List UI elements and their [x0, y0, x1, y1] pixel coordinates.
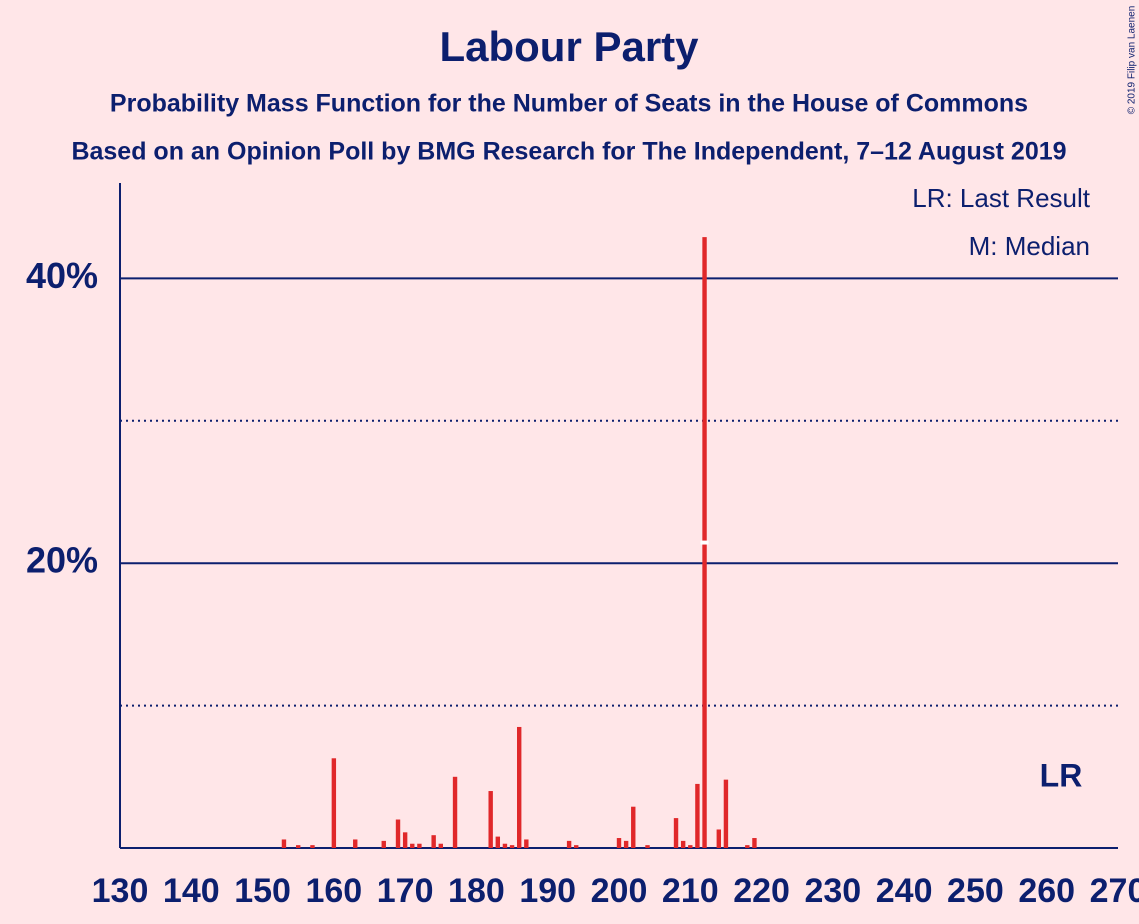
bar: [310, 845, 315, 848]
bar: [296, 845, 301, 848]
bar: [695, 783, 700, 848]
legend-entry: M: Median: [969, 231, 1090, 261]
bar: [502, 843, 508, 848]
bar: [645, 845, 650, 848]
bar: [509, 845, 515, 848]
x-tick-label: 200: [591, 872, 648, 910]
bar: [517, 726, 522, 848]
bar: [381, 840, 386, 848]
bar: [688, 845, 693, 848]
x-tick-label: 240: [876, 872, 933, 910]
bar: [623, 840, 629, 848]
last-result-label: LR: [1040, 757, 1083, 793]
bar: [524, 839, 529, 848]
bar: [431, 835, 436, 848]
bar: [353, 839, 358, 848]
y-tick-label: 40%: [26, 255, 98, 296]
chart-subtitle: Based on an Opinion Poll by BMG Research…: [71, 138, 1066, 166]
bar: [417, 843, 422, 848]
x-tick-label: 150: [234, 872, 291, 910]
x-tick-label: 260: [1018, 872, 1075, 910]
x-tick-label: 270: [1090, 872, 1139, 910]
chart-title: Labour Party: [439, 23, 699, 70]
bar: [680, 840, 686, 848]
bar: [673, 818, 679, 848]
copyright: © 2019 Filip van Laenen: [1127, 6, 1138, 115]
chart-subtitle: Probability Mass Function for the Number…: [110, 90, 1028, 118]
x-tick-label: 140: [163, 872, 220, 910]
bar: [331, 758, 337, 848]
bar: [566, 840, 572, 848]
x-tick-label: 190: [519, 872, 576, 910]
bar: [752, 838, 757, 848]
legend-entry: LR: Last Result: [912, 183, 1091, 213]
bar: [452, 776, 458, 848]
bar: [631, 806, 636, 848]
x-tick-label: 210: [662, 872, 719, 910]
bar: [438, 843, 443, 848]
x-tick-label: 230: [804, 872, 861, 910]
bar: [488, 791, 493, 848]
x-tick-label: 180: [448, 872, 505, 910]
x-tick-label: 160: [305, 872, 362, 910]
bar: [574, 845, 579, 848]
bar: [616, 838, 622, 848]
bar: [495, 836, 501, 848]
x-tick-label: 170: [377, 872, 434, 910]
x-tick-label: 220: [733, 872, 790, 910]
bar: [745, 845, 750, 848]
y-tick-label: 20%: [26, 540, 98, 581]
x-tick-label: 250: [947, 872, 1004, 910]
bar: [723, 779, 729, 848]
bar: [395, 819, 401, 848]
bar: [281, 839, 287, 848]
bar: [716, 829, 721, 848]
bar: [402, 832, 408, 848]
x-tick-label: 130: [92, 872, 149, 910]
bar: [410, 843, 415, 848]
